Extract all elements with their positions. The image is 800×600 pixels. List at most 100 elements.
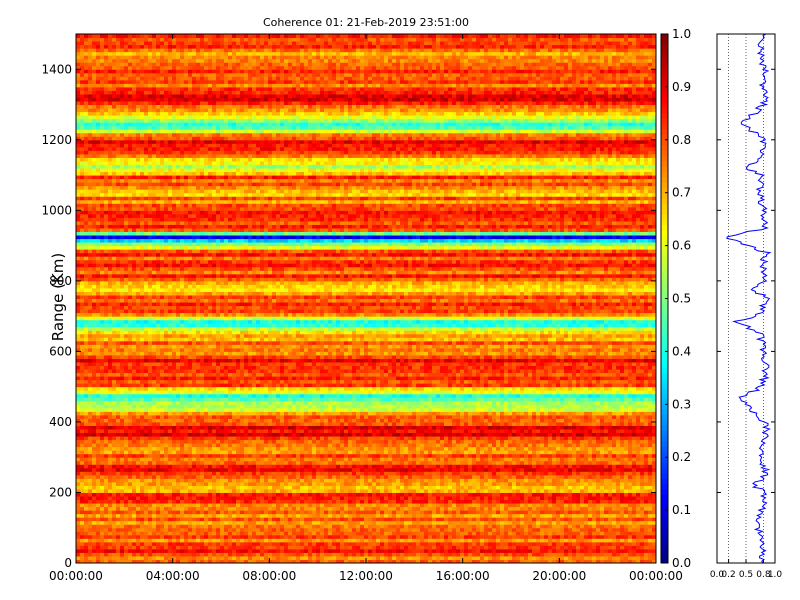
heatmap-cell	[104, 489, 109, 493]
heatmap-cell	[640, 538, 645, 542]
heatmap-cell	[552, 461, 557, 465]
heatmap-cell	[288, 500, 293, 504]
heatmap-cell	[400, 485, 405, 489]
heatmap-cell	[232, 500, 237, 504]
heatmap-cell	[256, 507, 261, 511]
heatmap-cell	[452, 485, 457, 489]
heatmap-cell	[116, 464, 121, 468]
heatmap-cell	[260, 485, 265, 489]
heatmap-cell	[224, 496, 229, 500]
heatmap-cell	[592, 471, 597, 475]
heatmap-cell	[232, 447, 237, 451]
heatmap-cell	[292, 517, 297, 521]
heatmap-cell	[616, 482, 621, 486]
heatmap-cell	[188, 542, 193, 546]
heatmap-cell	[544, 482, 549, 486]
heatmap-cell	[248, 545, 253, 549]
heatmap-cell	[176, 492, 181, 496]
heatmap-cell	[324, 443, 329, 447]
heatmap-cell	[80, 482, 85, 486]
heatmap-cell	[352, 514, 357, 518]
heatmap-cell	[360, 443, 365, 447]
heatmap-cell	[480, 454, 485, 458]
heatmap-cell	[216, 528, 221, 532]
heatmap-cell	[232, 454, 237, 458]
heatmap-cell	[216, 464, 221, 468]
heatmap-cell	[140, 475, 145, 479]
heatmap-cell	[340, 510, 345, 514]
heatmap-cell	[104, 531, 109, 535]
heatmap-cell	[204, 535, 209, 539]
heatmap-cell	[244, 485, 249, 489]
heatmap-cell	[468, 454, 473, 458]
heatmap-cell	[404, 535, 409, 539]
heatmap-cell	[336, 556, 341, 560]
heatmap-cell	[352, 478, 357, 482]
heatmap-cell	[156, 492, 161, 496]
heatmap-cell	[392, 510, 397, 514]
heatmap-cell	[168, 510, 173, 514]
heatmap-cell	[572, 517, 577, 521]
heatmap-cell	[332, 510, 337, 514]
heatmap-cell	[244, 517, 249, 521]
heatmap-cell	[156, 552, 161, 556]
heatmap-cell	[460, 549, 465, 553]
heatmap-cell	[280, 535, 285, 539]
heatmap-cell	[432, 447, 437, 451]
heatmap-cell	[592, 545, 597, 549]
heatmap-cell	[376, 514, 381, 518]
heatmap-cell	[364, 485, 369, 489]
heatmap-cell	[324, 500, 329, 504]
heatmap-cell	[504, 496, 509, 500]
heatmap-cell	[84, 528, 89, 532]
heatmap-cell	[636, 482, 641, 486]
heatmap-cell	[80, 440, 85, 444]
heatmap-cell	[648, 447, 653, 451]
heatmap-cell	[132, 457, 137, 461]
heatmap-cell	[300, 503, 305, 507]
heatmap-cell	[152, 447, 157, 451]
heatmap-cell	[204, 542, 209, 546]
heatmap-cell	[224, 471, 229, 475]
heatmap-cell	[224, 461, 229, 465]
heatmap-cell	[500, 521, 505, 525]
heatmap-cell	[568, 489, 573, 493]
heatmap-cell	[416, 454, 421, 458]
heatmap-cell	[628, 510, 633, 514]
heatmap-cell	[304, 503, 309, 507]
heatmap-cell	[372, 450, 377, 454]
heatmap-cell	[404, 482, 409, 486]
heatmap-cell	[332, 514, 337, 518]
heatmap-cell	[412, 542, 417, 546]
heatmap-cell	[648, 549, 653, 553]
heatmap-cell	[208, 535, 213, 539]
heatmap-cell	[376, 510, 381, 514]
heatmap-cell	[496, 447, 501, 451]
heatmap-cell	[540, 482, 545, 486]
heatmap-cell	[164, 507, 169, 511]
heatmap-cell	[456, 478, 461, 482]
heatmap-cell	[608, 450, 613, 454]
heatmap-cell	[640, 535, 645, 539]
heatmap-cell	[596, 503, 601, 507]
heatmap-cell	[100, 468, 105, 472]
heatmap-cell	[104, 542, 109, 546]
heatmap-cell	[488, 535, 493, 539]
heatmap-cell	[276, 503, 281, 507]
heatmap-cell	[640, 510, 645, 514]
heatmap-cell	[216, 524, 221, 528]
heatmap-cell	[260, 464, 265, 468]
heatmap-cell	[528, 478, 533, 482]
heatmap-cell	[204, 552, 209, 556]
heatmap-cell	[132, 531, 137, 535]
heatmap-cell	[76, 535, 81, 539]
heatmap-cell	[580, 471, 585, 475]
heatmap-cell	[212, 468, 217, 472]
heatmap-cell	[136, 471, 141, 475]
heatmap-cell	[448, 531, 453, 535]
heatmap-cell	[384, 503, 389, 507]
heatmap-cell	[440, 542, 445, 546]
heatmap-cell	[144, 556, 149, 560]
heatmap-cell	[492, 503, 497, 507]
heatmap-cell	[184, 485, 189, 489]
